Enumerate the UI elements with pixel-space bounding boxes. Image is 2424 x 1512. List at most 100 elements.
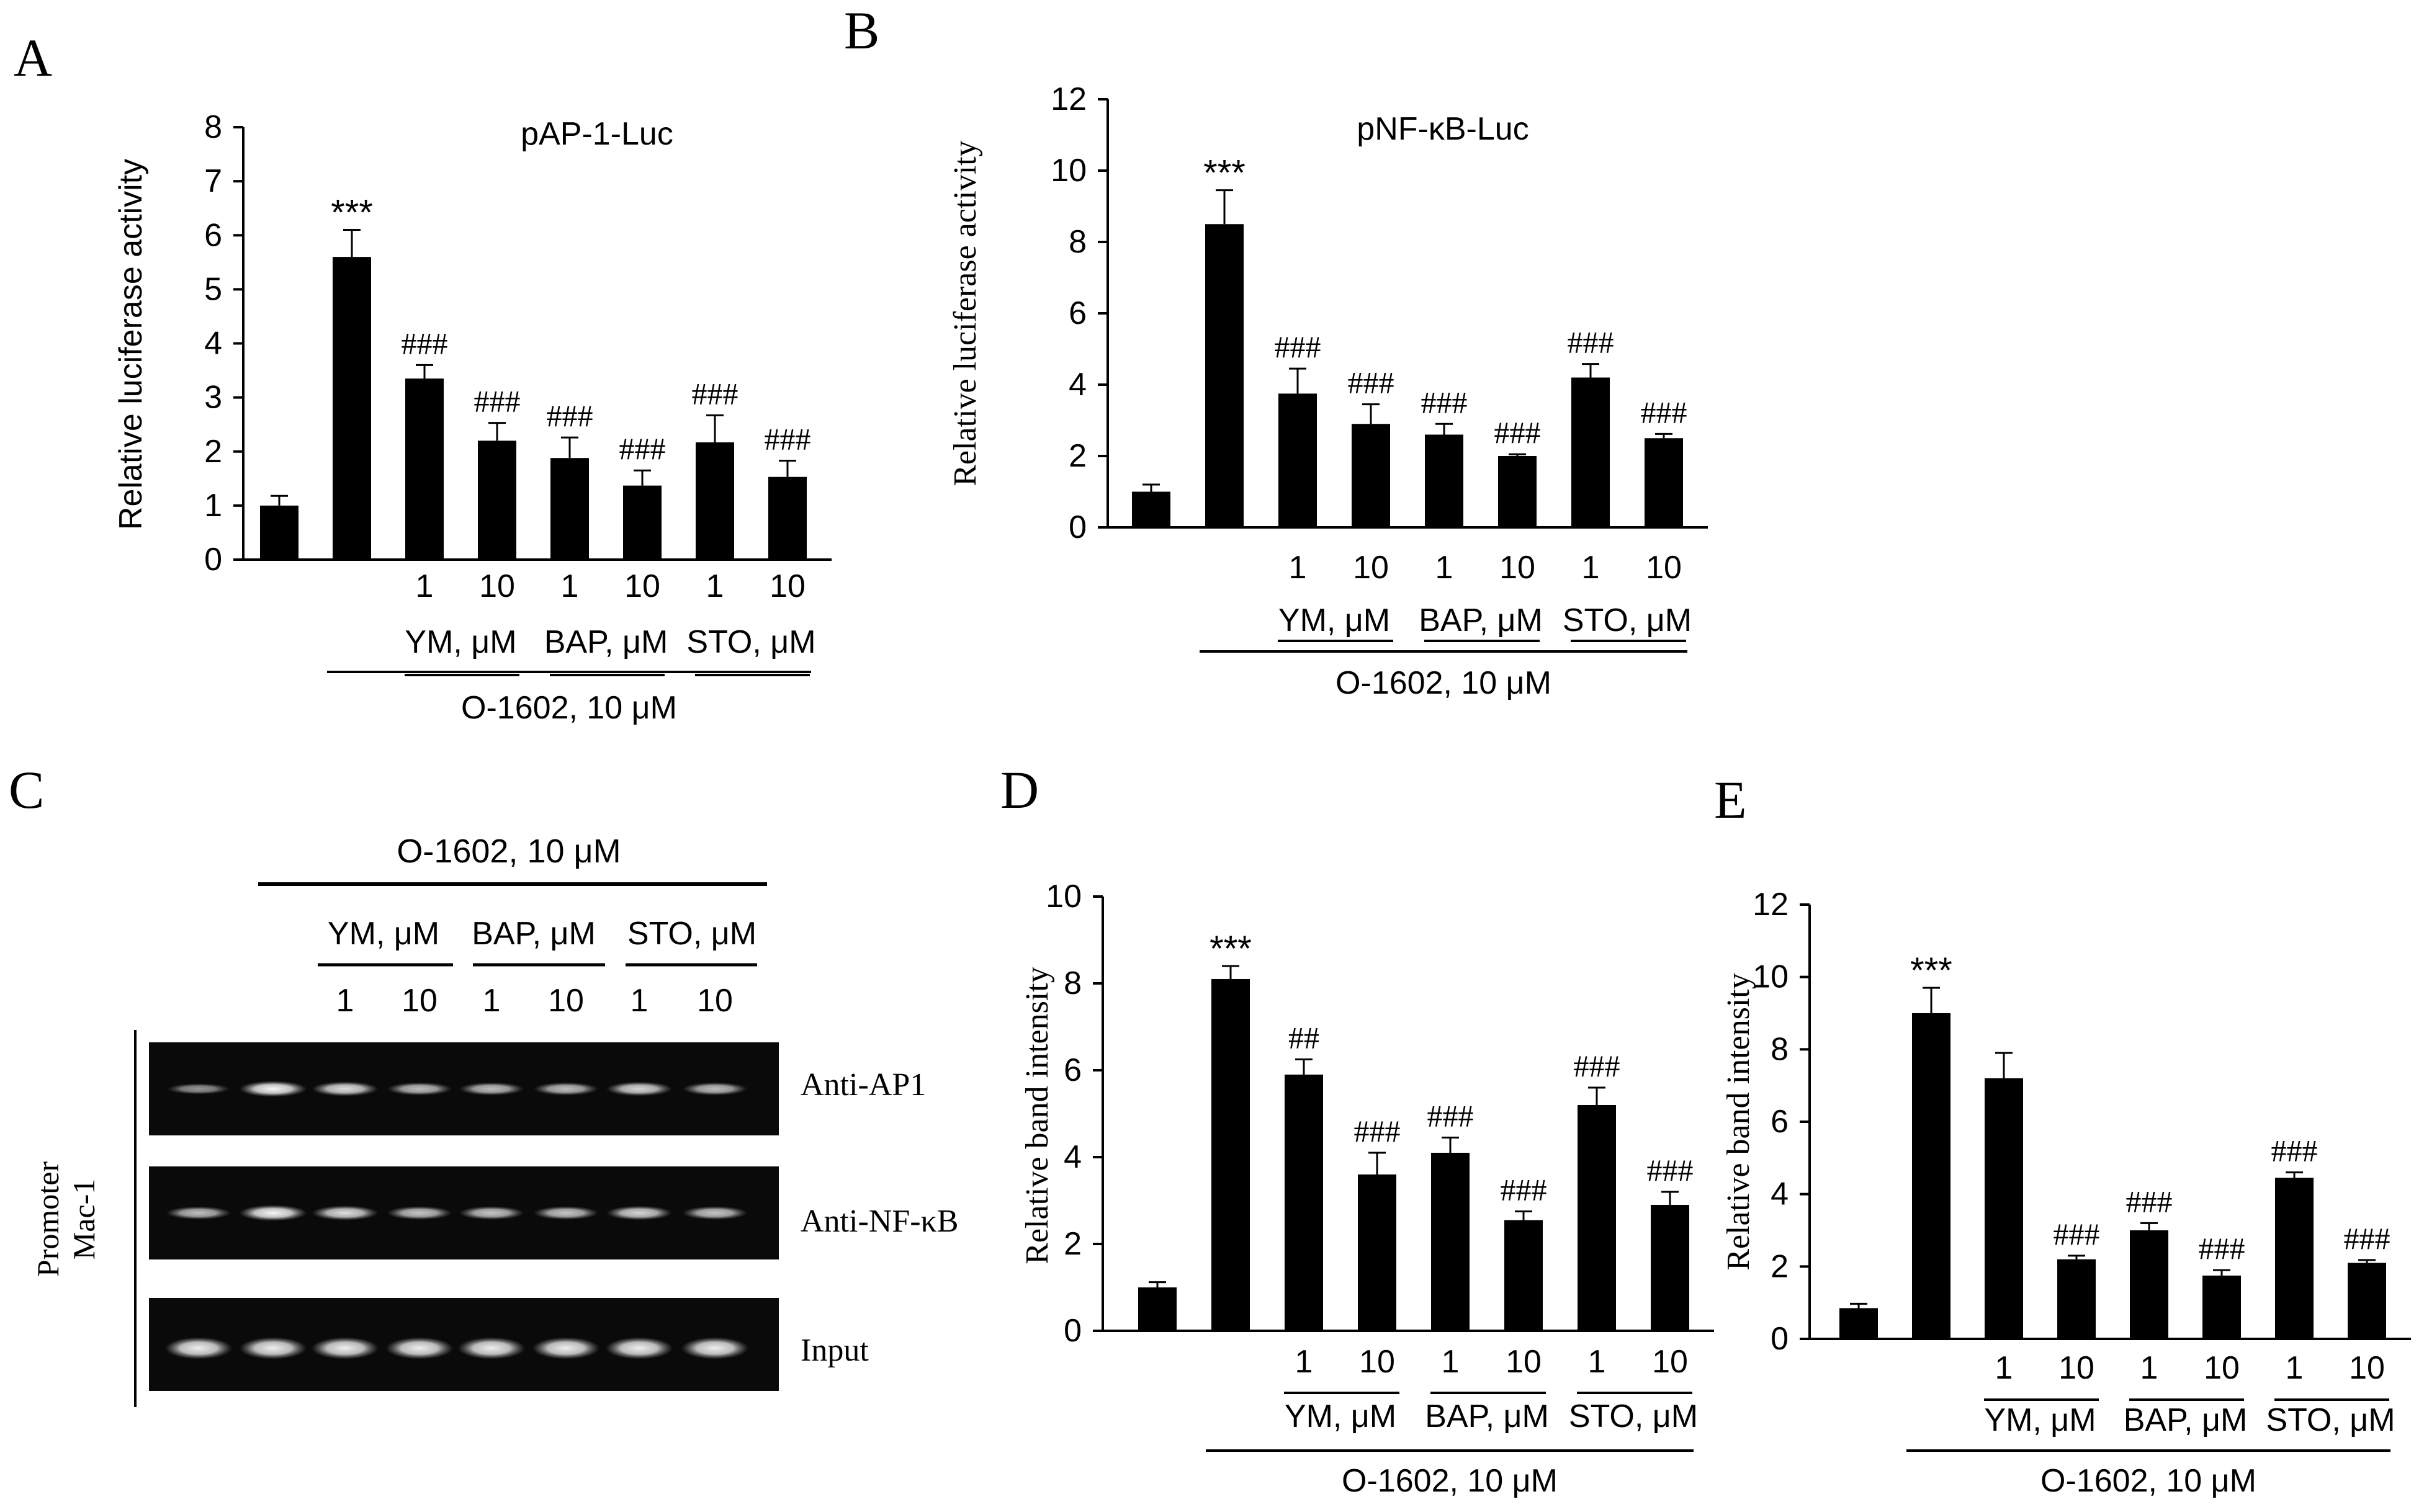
significance-hash: ### <box>1275 329 1321 364</box>
significance-hash: ### <box>1421 385 1468 419</box>
blot-dose-label: 10 <box>697 983 733 1019</box>
significance-hash: ### <box>2344 1221 2390 1256</box>
bar <box>1651 1205 1689 1331</box>
bar <box>405 378 444 560</box>
y-tick-label: 4 <box>1064 1139 1082 1175</box>
blot-dose-label: 10 <box>402 983 438 1019</box>
group-label: STO, μM <box>1563 602 1692 638</box>
significance-stars: *** <box>1203 153 1246 194</box>
significance-hash: ### <box>692 376 738 411</box>
treatment-label: O-1602, 10 μM <box>461 690 677 726</box>
y-tick-label: 8 <box>1069 224 1087 260</box>
bar <box>1498 456 1537 527</box>
dose-label: 1 <box>1588 1344 1606 1380</box>
bar <box>1285 1075 1323 1331</box>
significance-stars: *** <box>1910 951 1952 991</box>
group-label: YM, μM <box>1278 602 1390 638</box>
y-tick-label: 2 <box>204 434 222 470</box>
y-tick-label: 6 <box>1064 1052 1082 1088</box>
y-tick-label: 8 <box>1064 965 1082 1001</box>
blot-dose-label: 1 <box>631 983 649 1019</box>
group-label: BAP, μM <box>1425 1398 1549 1434</box>
y-tick-label: 2 <box>1064 1226 1082 1262</box>
dose-label: 10 <box>1353 550 1389 586</box>
dose-label: 10 <box>1646 550 1682 586</box>
y-tick-label: 0 <box>1069 509 1087 545</box>
blot-group-label-bap: BAP, μM <box>472 916 596 952</box>
group-label: BAP, μM <box>544 624 668 660</box>
dose-label: 1 <box>1289 550 1307 586</box>
significance-hash: ### <box>1574 1049 1620 1083</box>
significance-hash: ### <box>619 431 666 466</box>
significance-hash: ### <box>402 326 448 360</box>
significance-hash: ### <box>474 384 521 419</box>
bar <box>1839 1308 1878 1339</box>
panel-letter-c: C <box>9 760 44 820</box>
y-tick-label: 8 <box>204 109 222 145</box>
treatment-label: O-1602, 10 μM <box>1342 1463 1558 1499</box>
blot-group-label-sto: STO, μM <box>627 916 756 952</box>
group-label: YM, μM <box>405 624 516 660</box>
bar <box>478 441 516 560</box>
significance-hash: ### <box>1427 1099 1474 1134</box>
group-label: YM, μM <box>1984 1402 2096 1438</box>
significance-hash: ### <box>2271 1134 2318 1168</box>
bar <box>1352 424 1390 527</box>
bar <box>1645 438 1683 527</box>
blot-band <box>239 1205 307 1221</box>
bar <box>2202 1275 2241 1339</box>
bar <box>2348 1263 2386 1339</box>
dose-label: 1 <box>1995 1350 2013 1386</box>
group-label: STO, μM <box>686 624 815 660</box>
blot-row-label-ap1: Anti-AP1 <box>801 1067 926 1103</box>
significance-hash: ### <box>1647 1153 1694 1188</box>
dose-label: 10 <box>2349 1350 2385 1386</box>
bar <box>1278 393 1317 527</box>
blot-band <box>312 1206 379 1220</box>
significance-hash: ### <box>2199 1231 2245 1266</box>
bar <box>1912 1013 1950 1339</box>
dose-label: 1 <box>1442 1344 1460 1380</box>
dose-label: 10 <box>1652 1344 1688 1380</box>
bar <box>2275 1178 2314 1339</box>
blot-band <box>605 1337 673 1359</box>
y-tick-label: 10 <box>1753 959 1789 995</box>
y-tick-label: 2 <box>1069 438 1087 474</box>
blot-band <box>387 1082 452 1096</box>
bar <box>623 485 662 560</box>
significance-stars: *** <box>1210 929 1252 969</box>
dose-label: 1 <box>416 568 434 604</box>
blot-dose-label: 10 <box>548 983 584 1019</box>
group-label: YM, μM <box>1285 1398 1396 1434</box>
significance-hash: ### <box>2126 1184 2173 1219</box>
blot-band <box>681 1337 749 1359</box>
panel-letter-d: D <box>1000 760 1039 820</box>
dose-label: 1 <box>1582 550 1600 586</box>
blot-dose-label: 1 <box>483 983 501 1019</box>
dose-label: 10 <box>1506 1344 1542 1380</box>
significance-hash: ### <box>1641 395 1687 429</box>
dose-label: 1 <box>2140 1350 2158 1386</box>
y-tick-label: 4 <box>1771 1176 1789 1212</box>
dose-label: 10 <box>770 568 806 604</box>
dose-label: 10 <box>624 568 660 604</box>
bar <box>1578 1105 1616 1331</box>
bar <box>696 442 734 560</box>
dose-label: 1 <box>1435 550 1453 586</box>
significance-hash: ### <box>1348 365 1394 400</box>
bar <box>1425 434 1463 527</box>
y-axis-label: Relative luciferase activity <box>113 159 149 530</box>
bar <box>1571 377 1610 527</box>
bar <box>1358 1174 1396 1331</box>
chart-panel-e: 0 2 4 6 8 10 12 Relative band intensity *** 1 ### 1… <box>1721 887 2411 1499</box>
bar <box>2130 1230 2168 1339</box>
bar <box>1985 1078 2023 1339</box>
y-tick-label: 12 <box>1753 887 1789 923</box>
significance-hash: ### <box>1494 415 1541 450</box>
y-tick-label: 0 <box>1064 1313 1082 1349</box>
panel-letter-e: E <box>1714 770 1747 830</box>
y-tick-label: 3 <box>204 380 222 416</box>
dose-label: 10 <box>2058 1350 2094 1386</box>
y-axis-label: Relative band intensity <box>1020 967 1055 1264</box>
blot-band <box>164 1337 233 1359</box>
